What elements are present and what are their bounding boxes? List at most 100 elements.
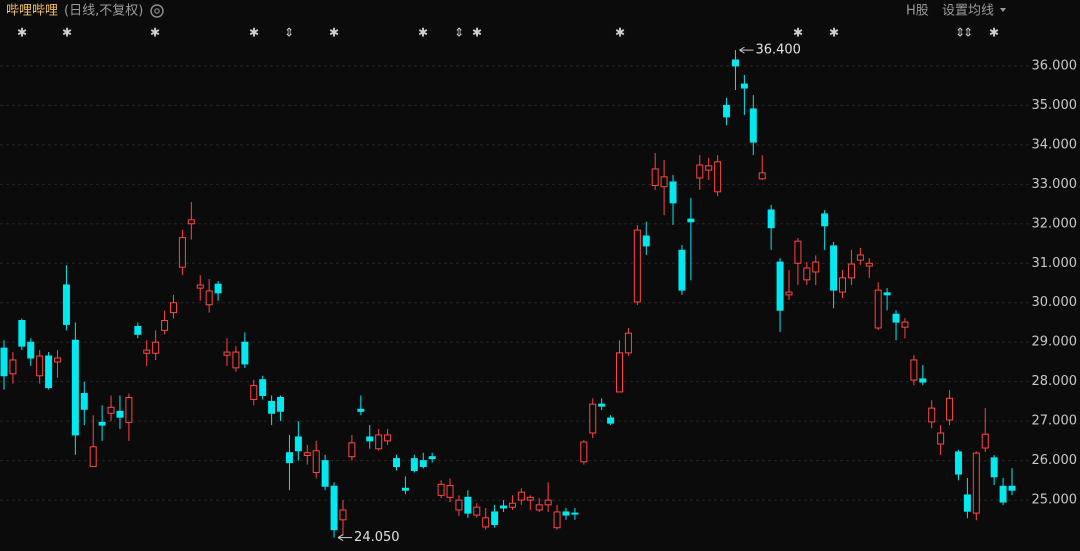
candle-body <box>330 485 338 531</box>
candle-body <box>749 108 757 143</box>
candle-body <box>847 263 855 279</box>
candle-body <box>856 254 864 261</box>
candle-body <box>616 352 624 393</box>
annotation-label: 24.050 <box>354 530 400 545</box>
event-marker[interactable]: ✱ <box>17 26 27 40</box>
candle-body <box>18 319 26 347</box>
candle-body <box>508 502 516 508</box>
candle-body <box>36 355 44 377</box>
candle-body <box>589 403 597 434</box>
candle-body <box>999 485 1007 503</box>
candle-body <box>954 451 962 475</box>
candle-body <box>80 393 88 410</box>
candle-body <box>285 452 293 464</box>
candle-body <box>500 505 508 509</box>
gear-inner[interactable] <box>154 8 160 14</box>
ma-settings-button[interactable]: 设置均线 <box>942 4 994 19</box>
candle-body <box>687 218 695 223</box>
candle-body <box>71 339 79 436</box>
event-marker[interactable]: ⇕ <box>955 26 965 40</box>
candle-body <box>241 341 249 365</box>
candle-body <box>633 229 641 303</box>
event-marker[interactable]: ✱ <box>249 26 259 40</box>
candle-body <box>107 406 115 414</box>
y-tick-label: 32.000 <box>1032 216 1078 231</box>
candle-body <box>526 496 534 501</box>
y-tick-label: 34.000 <box>1032 137 1078 152</box>
candle-body <box>268 400 276 414</box>
candle-body <box>981 433 989 449</box>
candle-body <box>937 432 945 445</box>
event-marker[interactable]: ✱ <box>989 26 999 40</box>
candle-body <box>642 235 650 247</box>
event-marker[interactable]: ✱ <box>472 26 482 40</box>
event-marker[interactable]: ⇕ <box>963 26 973 40</box>
candle-body <box>874 289 882 329</box>
candle-body <box>0 347 8 377</box>
candle-body <box>375 434 383 450</box>
candle-body <box>839 277 847 293</box>
candle-body <box>98 421 106 426</box>
candle-body <box>178 237 186 268</box>
candle-body <box>392 458 400 468</box>
y-tick-label: 26.000 <box>1032 453 1078 468</box>
candle-body <box>669 181 677 204</box>
candle-body <box>196 284 204 289</box>
candle-body <box>865 262 873 267</box>
candle-body <box>803 267 811 281</box>
candle-body <box>169 302 177 314</box>
candle-body <box>428 456 436 460</box>
candle-body <box>134 325 142 335</box>
candle-body <box>491 511 499 526</box>
chart-title: 哔哩哔哩 <box>6 4 58 19</box>
settings-icon[interactable] <box>150 4 164 18</box>
candle-body <box>214 283 222 294</box>
candle-body <box>678 249 686 291</box>
candle-body <box>437 483 445 496</box>
candle-body <box>384 434 392 442</box>
candle-body <box>455 499 463 511</box>
event-marker[interactable]: ✱ <box>793 26 803 40</box>
candle-body <box>972 452 980 514</box>
candle-body <box>580 441 588 463</box>
candle-body <box>562 511 570 516</box>
candle-body <box>812 261 820 273</box>
candles: 36.400 24.050 <box>0 43 1016 545</box>
event-marker[interactable]: ✱ <box>418 26 428 40</box>
event-marker[interactable]: ⇕ <box>284 26 294 40</box>
candle-body <box>401 487 409 491</box>
candle-body <box>963 494 971 512</box>
event-marker[interactable]: ✱ <box>62 26 72 40</box>
event-marker[interactable]: ✱ <box>329 26 339 40</box>
candle-body <box>321 460 329 487</box>
event-marker[interactable]: ⇕ <box>454 26 464 40</box>
candle-body <box>553 511 561 529</box>
candle-body <box>535 504 543 511</box>
event-marker[interactable]: ✱ <box>829 26 839 40</box>
market-button[interactable]: H股 <box>906 4 929 19</box>
candle-body <box>571 512 579 515</box>
candle-body <box>830 245 838 291</box>
event-marker[interactable]: ✱ <box>150 26 160 40</box>
gear-outer[interactable] <box>150 4 164 18</box>
candle-body <box>696 164 704 179</box>
candle-body <box>919 378 927 383</box>
candle-body <box>776 261 784 311</box>
event-marker[interactable]: ✱ <box>615 26 625 40</box>
candle-body <box>928 407 936 423</box>
candle-body <box>303 452 311 456</box>
candle-body <box>125 396 133 423</box>
candle-body <box>651 168 659 187</box>
candle-body <box>312 450 320 473</box>
dropdown-arrow[interactable] <box>1000 8 1006 12</box>
candle-body <box>410 458 418 471</box>
candle-body <box>161 319 169 331</box>
candle-body <box>9 359 17 375</box>
y-tick-label: 33.000 <box>1032 177 1078 192</box>
candle-body <box>767 209 775 229</box>
candle-body <box>62 284 70 325</box>
candle-body <box>27 341 35 359</box>
candle-body <box>143 349 151 354</box>
candle-body <box>883 292 891 296</box>
